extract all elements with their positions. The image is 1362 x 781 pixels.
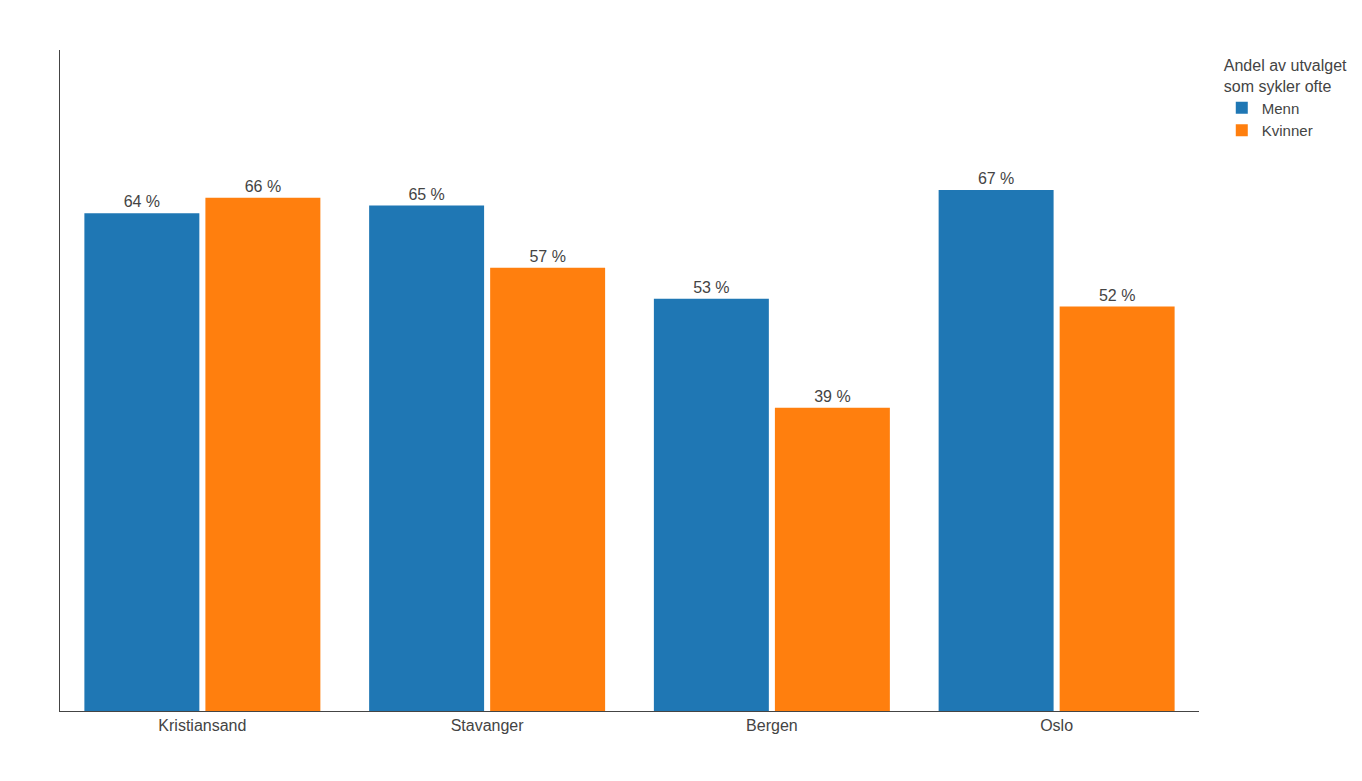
svg-text:Andel av utvalgetsom sykler of: Andel av utvalgetsom sykler ofte <box>1224 57 1347 95</box>
svg-text:64 %: 64 % <box>124 193 160 210</box>
svg-text:66 %: 66 % <box>245 178 281 195</box>
svg-text:39 %: 39 % <box>814 388 850 405</box>
svg-text:Stavanger: Stavanger <box>451 717 525 734</box>
svg-text:57 %: 57 % <box>529 248 565 265</box>
svg-text:67 %: 67 % <box>978 170 1014 187</box>
svg-text:Kristiansand: Kristiansand <box>158 717 246 734</box>
svg-text:Oslo: Oslo <box>1040 717 1073 734</box>
svg-text:53 %: 53 % <box>693 279 729 296</box>
svg-text:Menn: Menn <box>1262 100 1300 117</box>
svg-text:52 %: 52 % <box>1099 287 1135 304</box>
svg-text:Bergen: Bergen <box>746 717 798 734</box>
svg-text:65 %: 65 % <box>408 186 444 203</box>
svg-text:Kvinner: Kvinner <box>1262 122 1313 139</box>
